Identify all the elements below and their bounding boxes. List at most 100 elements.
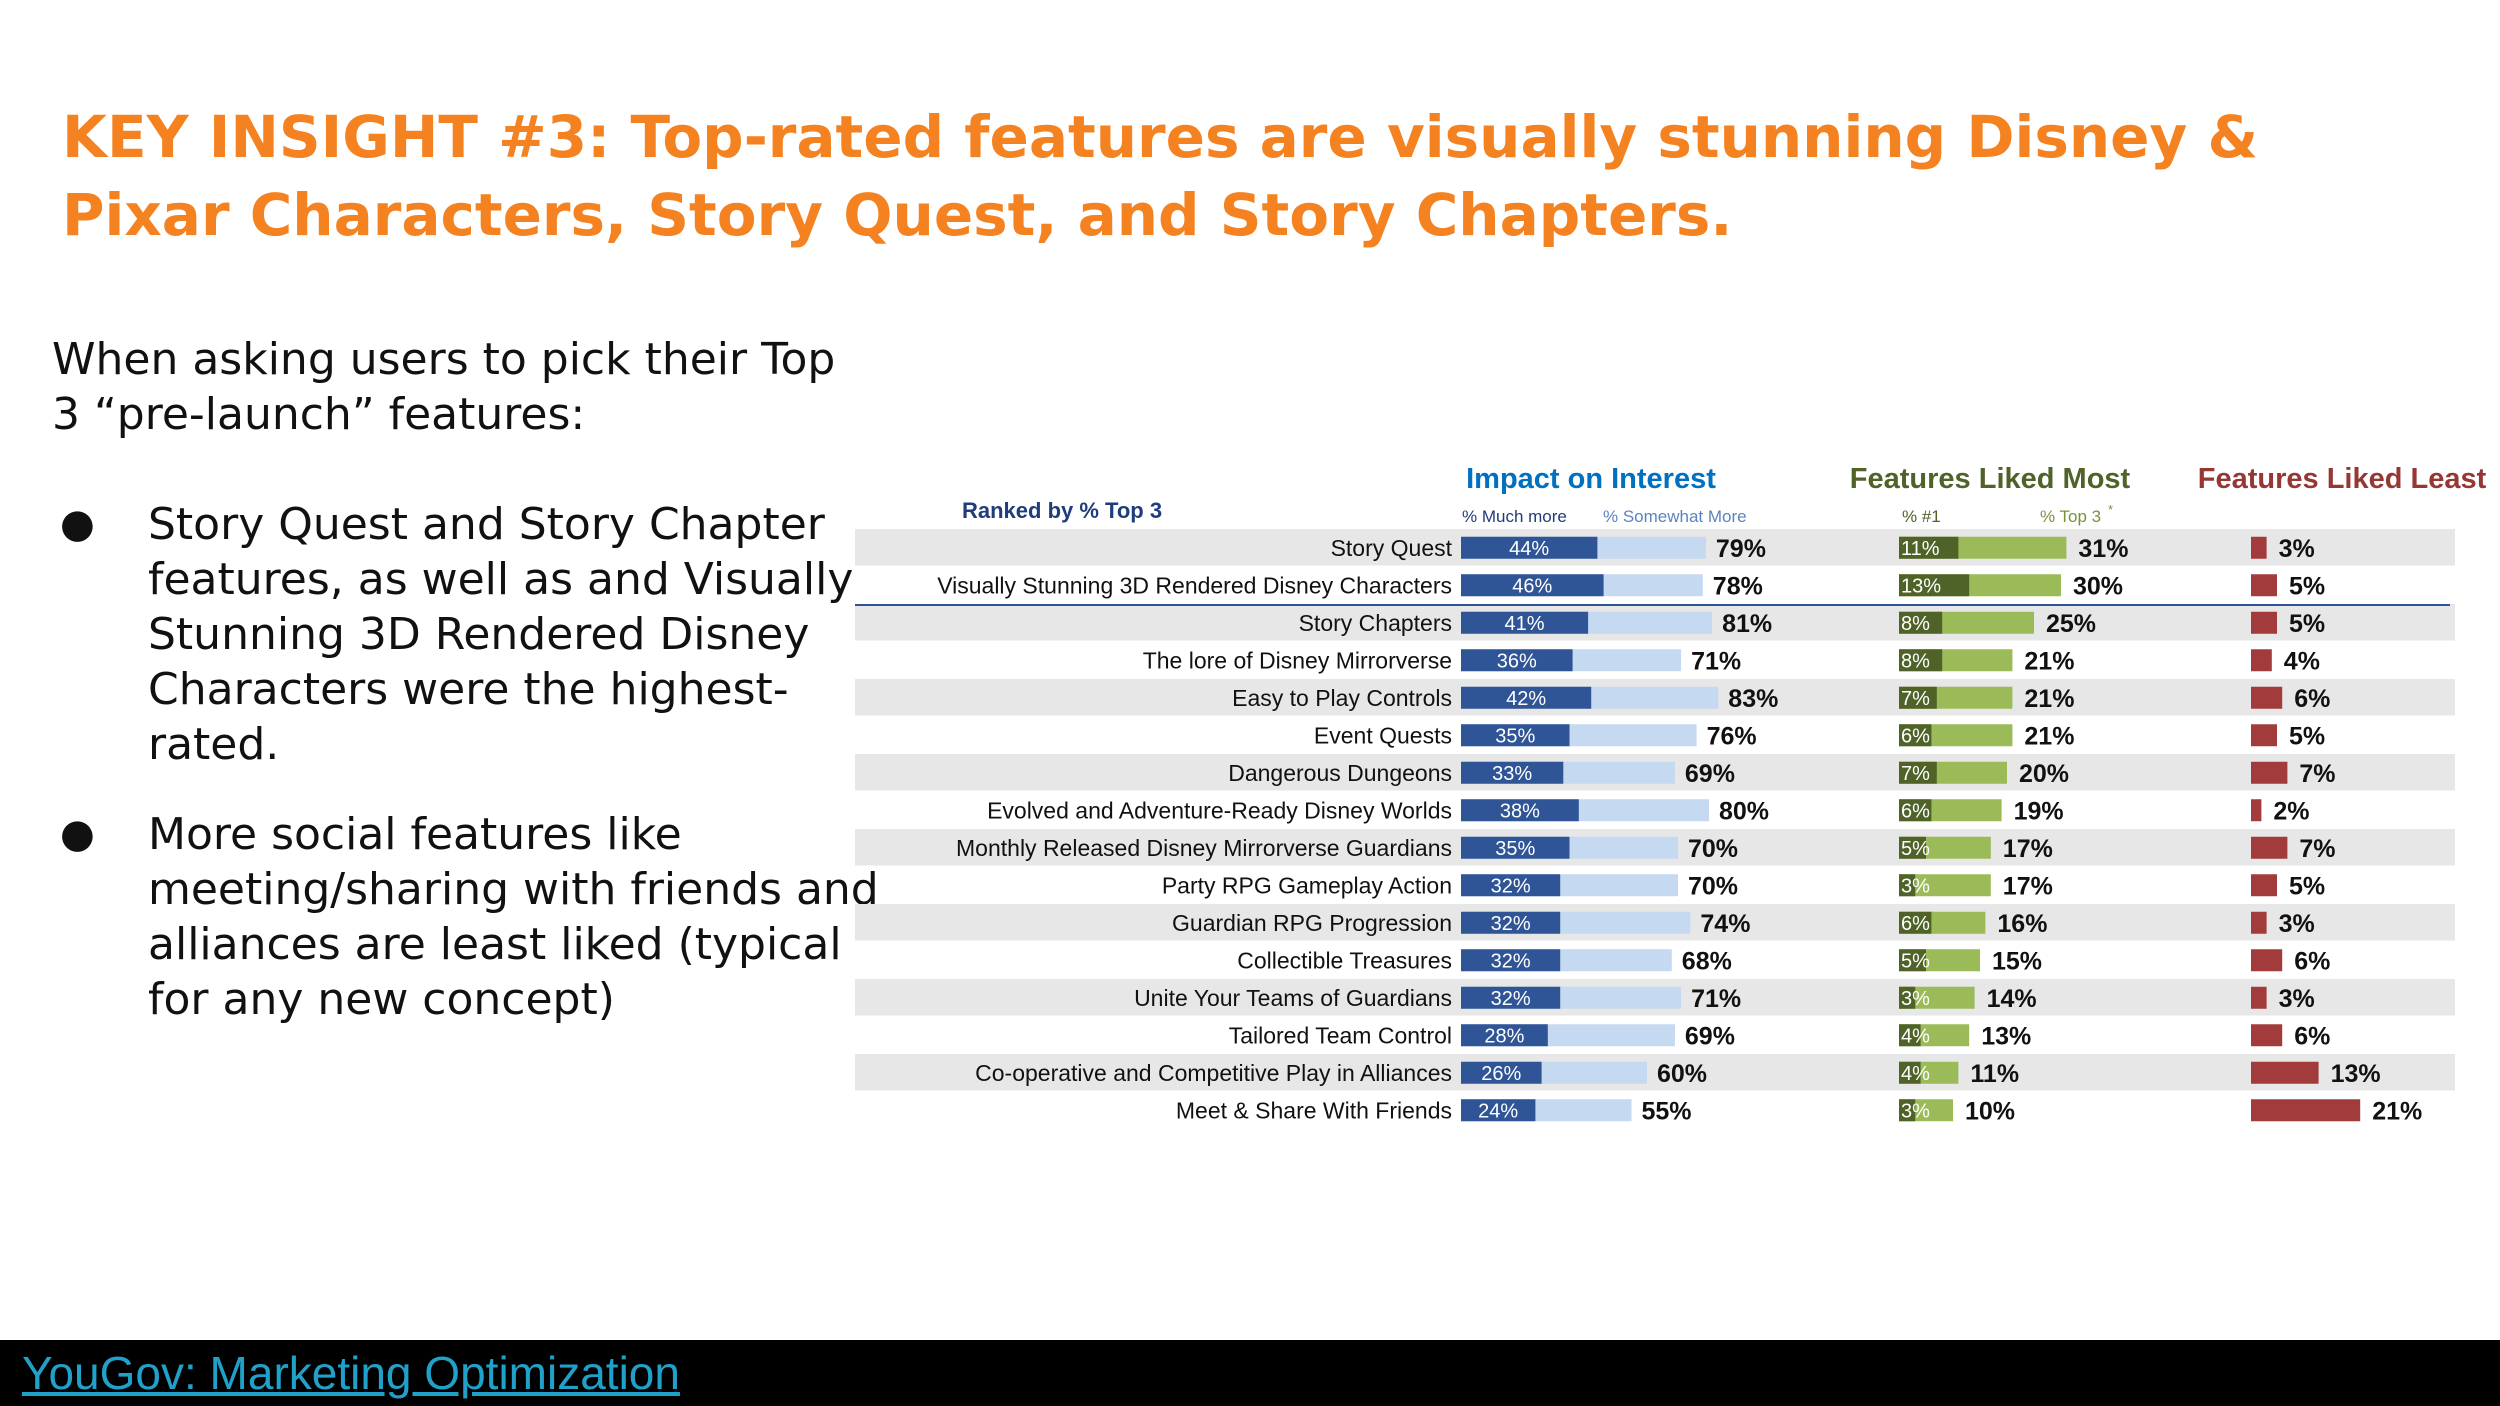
least-bar (2251, 1099, 2361, 1122)
total-label: 76% (1707, 722, 1757, 750)
much-more-bar (1461, 874, 1561, 897)
category-label: Story Chapters (1299, 610, 1452, 636)
category-label: Meet & Share With Friends (1176, 1097, 1452, 1123)
much-more-label: 46% (1512, 575, 1552, 597)
least-label: 21% (2372, 1097, 2422, 1125)
category-label: Unite Your Teams of Guardians (1134, 985, 1452, 1011)
much-more-bar (1461, 1099, 1536, 1122)
least-bar (2251, 574, 2277, 597)
pct1-label: 7% (1901, 688, 1930, 710)
least-label: 6% (2294, 947, 2330, 975)
least-label: 6% (2294, 1022, 2330, 1050)
much-more-label: 44% (1509, 538, 1549, 560)
pct1-label: 5% (1901, 950, 1930, 972)
top3-label: 30% (2073, 572, 2123, 600)
least-bar (2251, 761, 2288, 784)
pct1-label: 6% (1901, 800, 1930, 822)
pct1-label: 8% (1901, 613, 1930, 635)
top3-label: 21% (2024, 685, 2074, 713)
much-more-label: 32% (1491, 988, 1531, 1010)
pct1-label: 8% (1901, 650, 1930, 672)
least-bar (2251, 874, 2277, 897)
category-label: Easy to Play Controls (1232, 685, 1452, 711)
category-label: Tailored Team Control (1229, 1022, 1452, 1048)
much-more-bar (1461, 574, 1604, 597)
least-label: 3% (2279, 535, 2315, 563)
top3-label: 13% (1981, 1022, 2031, 1050)
much-more-bar (1461, 761, 1564, 784)
legend-pct1: % #1 (1902, 507, 1941, 526)
pct1-label: 4% (1901, 1025, 1930, 1047)
total-label: 78% (1713, 572, 1763, 600)
pct1-bar (1899, 611, 1943, 634)
much-more-bar (1461, 686, 1592, 709)
much-more-label: 24% (1478, 1100, 1518, 1122)
least-bar (2251, 1024, 2283, 1047)
total-label: 80% (1719, 797, 1769, 825)
total-label: 71% (1691, 647, 1741, 675)
category-label: Visually Stunning 3D Rendered Disney Cha… (937, 572, 1452, 598)
least-bar (2251, 799, 2262, 822)
least-group-title: Features Liked Least (2198, 463, 2487, 495)
much-more-label: 35% (1495, 725, 1535, 747)
top3-label: 16% (1997, 910, 2047, 938)
much-more-label: 35% (1495, 838, 1535, 860)
total-label: 83% (1728, 685, 1778, 713)
least-label: 7% (2299, 835, 2335, 863)
legend-much-more: % Much more (1462, 507, 1567, 526)
least-bar (2251, 986, 2267, 1009)
pct1-label: 13% (1901, 575, 1941, 597)
much-more-bar (1461, 1024, 1548, 1047)
much-more-label: 36% (1497, 650, 1537, 672)
category-label: Co-operative and Competitive Play in All… (975, 1060, 1452, 1086)
much-more-label: 32% (1491, 913, 1531, 935)
pct1-label: 6% (1901, 913, 1930, 935)
pct1-bar (1899, 1024, 1921, 1047)
least-bar (2251, 1061, 2319, 1084)
category-label: Event Quests (1314, 722, 1452, 748)
total-label: 70% (1688, 835, 1738, 863)
intro-text: When asking users to pick their Top 3 “p… (52, 334, 836, 440)
category-label: Guardian RPG Progression (1172, 910, 1452, 936)
total-label: 79% (1716, 535, 1766, 563)
total-label: 81% (1722, 610, 1772, 638)
much-more-bar (1461, 836, 1570, 859)
top3-label: 31% (2078, 535, 2128, 563)
much-more-bar (1461, 1061, 1542, 1084)
least-label: 5% (2289, 610, 2325, 638)
top3-label: 21% (2024, 722, 2074, 750)
least-label: 6% (2294, 685, 2330, 713)
least-bar (2251, 911, 2267, 934)
impact-group-title: Impact on Interest (1466, 463, 1716, 495)
much-more-label: 38% (1500, 800, 1540, 822)
least-label: 5% (2289, 572, 2325, 600)
pct1-bar (1899, 836, 1926, 859)
total-label: 70% (1688, 872, 1738, 900)
legend-somewhat-more: % Somewhat More (1603, 507, 1747, 526)
total-label: 60% (1657, 1060, 1707, 1088)
much-more-label: 32% (1491, 950, 1531, 972)
much-more-bar (1461, 911, 1561, 934)
least-bar (2251, 724, 2277, 747)
least-bar (2251, 836, 2288, 859)
footer-bar: YouGov: Marketing Optimization (0, 1340, 2500, 1406)
pct1-label: 4% (1901, 1063, 1930, 1085)
total-label: 71% (1691, 985, 1741, 1013)
pct1-label: 5% (1901, 838, 1930, 860)
least-bar (2251, 611, 2277, 634)
pct1-bar (1899, 1099, 1916, 1122)
ranked-by-label: Ranked by % Top 3 (962, 498, 1162, 523)
source-link[interactable]: YouGov: Marketing Optimization (22, 1347, 680, 1399)
category-label: Evolved and Adventure-Ready Disney World… (987, 797, 1452, 823)
pct1-bar (1899, 874, 1916, 897)
much-more-bar (1461, 799, 1579, 822)
top3-label: 19% (2014, 797, 2064, 825)
least-bar (2251, 649, 2272, 672)
much-more-label: 41% (1505, 613, 1545, 635)
total-label: 69% (1685, 760, 1735, 788)
row-band (855, 1054, 2455, 1091)
pct1-bar (1899, 949, 1926, 972)
pct1-bar (1899, 1061, 1921, 1084)
much-more-label: 33% (1492, 763, 1532, 785)
